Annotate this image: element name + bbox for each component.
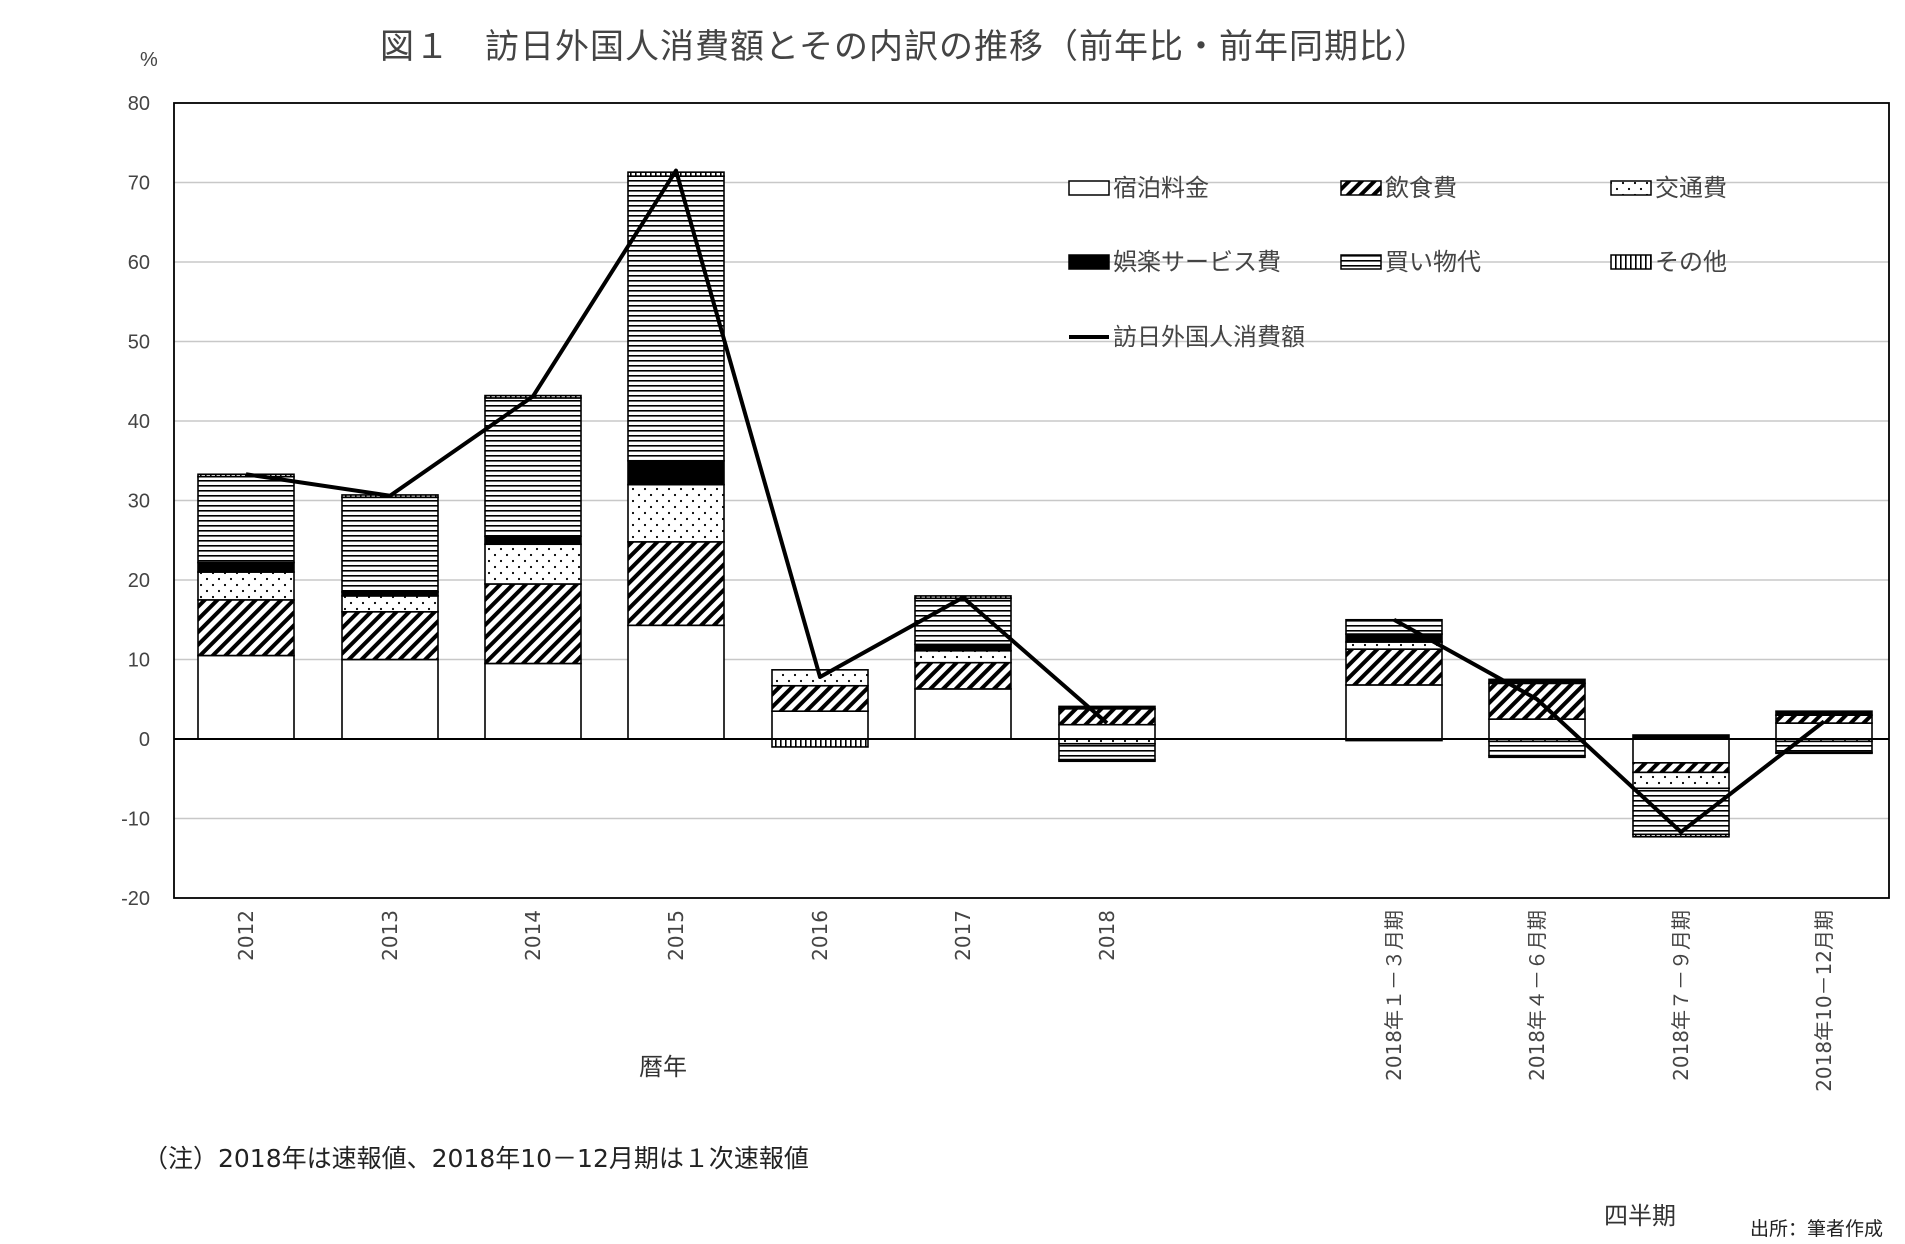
bar-segment — [1058, 723, 1156, 740]
y-tick-label: 30 — [128, 491, 150, 513]
x-tick-label: 2018年10－12月期 — [1812, 910, 1836, 1092]
bar-segment — [1488, 754, 1586, 759]
x-tick-label: 2012 — [234, 910, 258, 961]
source-note: 出所：筆者作成 — [1750, 1218, 1883, 1240]
x-tick-label: 2018年１－３月期 — [1382, 910, 1406, 1081]
bar-segment — [1775, 722, 1873, 740]
bar-segment — [197, 571, 295, 601]
plot-frame — [173, 102, 1890, 899]
x-tick-label: 2016 — [808, 910, 832, 961]
legend-swatch — [1068, 254, 1110, 270]
bar-segment — [1488, 678, 1586, 685]
y-tick-label: 20 — [128, 570, 150, 592]
bar-segment — [914, 649, 1012, 664]
bar-segment — [627, 541, 725, 627]
bar-segment — [341, 496, 439, 593]
bar-segment — [484, 662, 582, 740]
y-tick-label: 10 — [128, 650, 150, 672]
bar-segment — [197, 561, 295, 573]
bar-segment — [484, 535, 582, 546]
line-series-quarterly — [1393, 618, 1826, 835]
bar-segment — [341, 658, 439, 740]
legend-label: 交通費 — [1655, 174, 1727, 202]
bar-segment — [914, 661, 1012, 690]
bar-segment — [914, 688, 1012, 740]
footnote: （注）2018年は速報値、2018年10－12月期は１次速報値 — [143, 1144, 809, 1173]
bar-segment — [341, 595, 439, 613]
group-label-annual: 暦年 — [639, 1053, 687, 1081]
y-tick-label: 40 — [128, 411, 150, 433]
y-tick-label: 0 — [139, 729, 150, 751]
x-tick-label: 2018年４－６月期 — [1525, 910, 1549, 1081]
bar-segment — [1632, 771, 1730, 790]
x-tick-label: 2014 — [521, 910, 545, 961]
bar-segment — [1345, 648, 1443, 686]
legend-label: 宿泊料金 — [1113, 174, 1209, 202]
legend-label: その他 — [1655, 248, 1727, 276]
x-tick-label: 2015 — [664, 910, 688, 961]
bar-segment — [1345, 684, 1443, 740]
x-axis-ticks: 2012 2013 2014 2015 2016 2017 2018 2018年１－３月期 20… — [234, 910, 1836, 1092]
y-axis-ticks: 80 70 60 50 40 30 20 10 0 -10 -20 — [121, 93, 150, 910]
y-tick-label: -10 — [121, 809, 150, 831]
bar-segment — [1345, 641, 1443, 650]
bar-segment — [627, 175, 725, 462]
line-series-annual — [245, 168, 1109, 725]
legend-swatch — [1340, 254, 1382, 270]
bar-segment — [771, 684, 869, 712]
chart-title: 図１ 訪日外国人消費額とその内訳の推移（前年比・前年同期比） — [380, 27, 1429, 67]
legend-swatch — [1340, 180, 1382, 196]
bar-segment — [914, 597, 1012, 646]
y-unit-label: % — [140, 49, 158, 71]
bar-segment — [1058, 758, 1156, 763]
x-tick-label: 2018年７－９月期 — [1669, 910, 1693, 1081]
legend-label: 娯楽サービス費 — [1113, 248, 1281, 276]
bar-segment — [627, 624, 725, 740]
bar-segment — [1775, 710, 1873, 716]
bar-segment — [197, 599, 295, 657]
y-tick-label: 80 — [128, 93, 150, 115]
bar-segment — [1632, 762, 1730, 774]
bar-segment — [197, 475, 295, 564]
bar-segment — [197, 654, 295, 740]
bar-segment — [484, 583, 582, 665]
bar-segment — [627, 483, 725, 543]
bar-segment — [1775, 751, 1873, 755]
legend-label: 訪日外国人消費額 — [1113, 323, 1305, 351]
x-tick-label: 2018 — [1095, 910, 1119, 961]
legend-swatch — [1610, 254, 1652, 270]
legend-label: 飲食費 — [1385, 174, 1457, 202]
bar-segment — [484, 543, 582, 585]
y-tick-label: 70 — [128, 173, 150, 195]
bar-segment — [1632, 738, 1730, 764]
legend-swatch — [1610, 180, 1652, 196]
bar-segment — [771, 738, 869, 748]
bar-segment — [1632, 787, 1730, 836]
legend-swatch — [1068, 180, 1110, 196]
bar-segment — [1058, 705, 1156, 710]
y-tick-label: -20 — [121, 888, 150, 910]
bar-segment — [914, 643, 1012, 652]
bar-segment — [627, 459, 725, 486]
bar-segment — [771, 710, 869, 740]
gridlines — [174, 181, 1889, 820]
bar-segment — [1058, 742, 1156, 761]
bars — [197, 171, 1873, 838]
y-tick-label: 50 — [128, 332, 150, 354]
bar-segment — [341, 610, 439, 661]
total-line — [245, 168, 1826, 835]
x-tick-label: 2017 — [951, 910, 975, 961]
bar-segment — [1632, 833, 1730, 838]
x-tick-label: 2013 — [378, 910, 402, 961]
bar-segment — [1488, 740, 1586, 757]
legend-label: 買い物代 — [1385, 248, 1481, 276]
y-tick-label: 60 — [128, 252, 150, 274]
group-label-quarterly: 四半期 — [1604, 1202, 1676, 1230]
